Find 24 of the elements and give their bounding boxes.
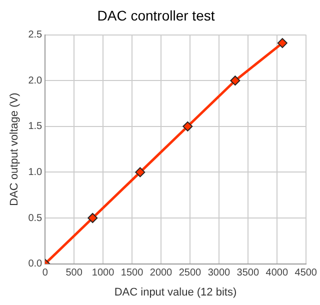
- point: [182, 121, 193, 132]
- point: [277, 38, 288, 48]
- x-tick-label: 3500: [236, 268, 260, 279]
- y-tick-label: 2.0: [28, 75, 43, 86]
- x-tick-label: 0: [42, 268, 48, 279]
- y-tick-label: 0.0: [28, 258, 43, 270]
- y-tick-label: 1.5: [28, 121, 43, 132]
- x-axis-title: DAC input value (12 bits): [114, 286, 237, 298]
- y-tick-label: 0.5: [28, 212, 43, 224]
- x-tick-label: 2500: [178, 268, 202, 279]
- chart-title: DAC controller test: [97, 7, 215, 24]
- x-tick-label: 4000: [266, 268, 288, 279]
- point: [88, 213, 98, 223]
- x-tick-label: 4500: [294, 268, 318, 279]
- y-tick-label: 1.0: [28, 166, 43, 178]
- x-tick-label: 3000: [208, 268, 231, 279]
- y-axis-title: DAC output voltage (V): [8, 92, 21, 206]
- x-tick-label: 500: [66, 268, 83, 279]
- point: [230, 76, 240, 86]
- x-tick-label: 2000: [150, 268, 173, 279]
- y-tick-label: 2.5: [28, 30, 43, 41]
- x-tick-label: 1500: [120, 268, 144, 279]
- point: [135, 167, 146, 178]
- x-tick-label: 1000: [92, 268, 115, 279]
